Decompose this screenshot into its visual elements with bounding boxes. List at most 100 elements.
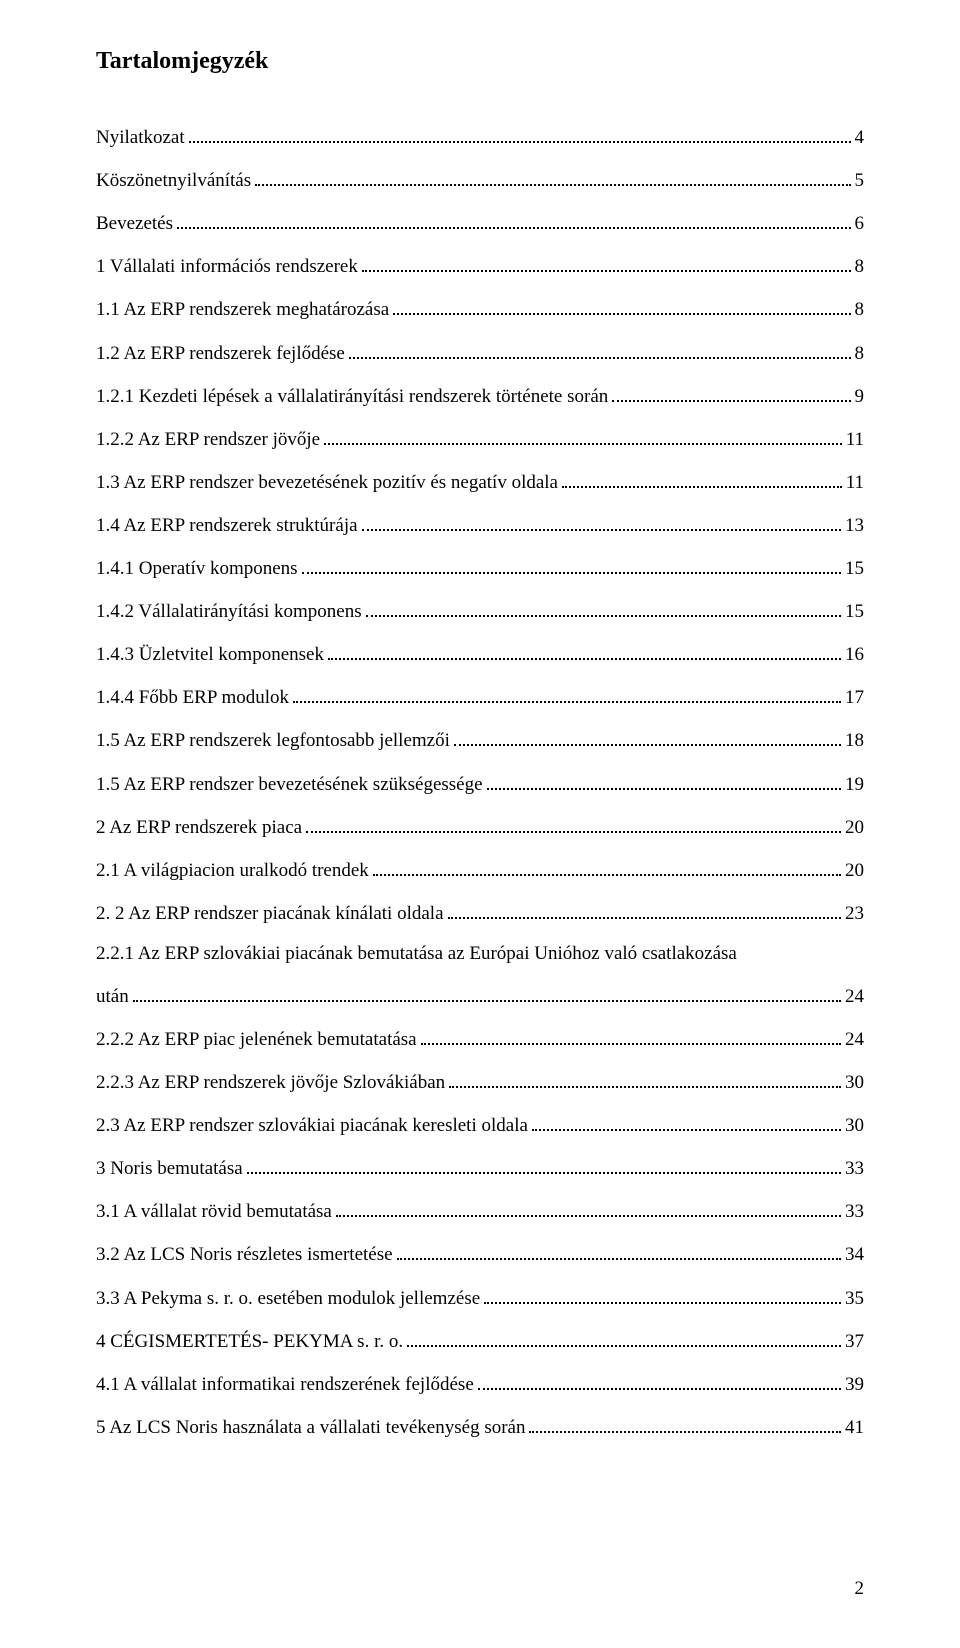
toc-entry: 3 Noris bemutatása33 xyxy=(96,1146,864,1189)
toc-entry-label: 4.1 A vállalat informatikai rendszerének… xyxy=(96,1374,474,1396)
toc-entry-page: 8 xyxy=(855,256,865,278)
toc-entry: 4 CÉGISMERTETÉS- PEKYMA s. r. o. 37 xyxy=(96,1319,864,1362)
toc-entry-page: 20 xyxy=(845,817,864,839)
toc-entry-page: 11 xyxy=(846,472,864,494)
toc-leader-dots xyxy=(293,684,841,703)
toc-entry-label: 1.4.4 Főbb ERP modulok xyxy=(96,687,289,709)
toc-entry: 1.4.2 Vállalatirányítási komponens 15 xyxy=(96,589,864,632)
toc-entry-page: 18 xyxy=(845,730,864,752)
toc-entry-label: 4 CÉGISMERTETÉS- PEKYMA s. r. o. xyxy=(96,1331,403,1353)
toc-leader-dots xyxy=(397,1241,841,1260)
toc-entry-page: 37 xyxy=(845,1331,864,1353)
toc-leader-dots xyxy=(487,770,841,789)
toc-entry-label: 5 Az LCS Noris használata a vállalati te… xyxy=(96,1417,525,1439)
toc-entry-label: 2.3 Az ERP rendszer szlovákiai piacának … xyxy=(96,1115,528,1137)
toc-entry-page: 15 xyxy=(845,601,864,623)
toc-entry: 4.1 A vállalat informatikai rendszerének… xyxy=(96,1362,864,1405)
toc-entry: 1.2 Az ERP rendszerek fejlődése 8 xyxy=(96,330,864,373)
toc-entry-label: 1.2.2 Az ERP rendszer jövője xyxy=(96,429,320,451)
toc-entry: Köszönetnyilvánítás 5 xyxy=(96,158,864,201)
toc-entry-label: 2.2.1 Az ERP szlovákiai piacának bemutat… xyxy=(96,943,737,965)
toc-entry-page: 5 xyxy=(855,170,865,192)
toc-entry: 1.4.1 Operatív komponens 15 xyxy=(96,546,864,589)
toc-leader-dots xyxy=(247,1155,841,1174)
toc-leader-dots xyxy=(306,814,841,833)
toc-leader-dots xyxy=(177,210,850,229)
toc-leader-dots xyxy=(373,857,841,876)
toc-leader-dots xyxy=(302,555,841,574)
toc-leader-dots xyxy=(324,426,842,445)
toc-entry-label: után xyxy=(96,986,129,1008)
toc-entry: 1.3 Az ERP rendszer bevezetésének pozití… xyxy=(96,460,864,503)
toc-leader-dots xyxy=(449,1069,841,1088)
toc-entry: 1.1 Az ERP rendszerek meghatározása8 xyxy=(96,287,864,330)
toc-entry: Bevezetés6 xyxy=(96,201,864,244)
toc-entry-label: 1 Vállalati információs rendszerek xyxy=(96,256,358,278)
toc-entry: 1.5 Az ERP rendszerek legfontosabb jelle… xyxy=(96,718,864,761)
toc-entry: 3.1 A vállalat rövid bemutatása33 xyxy=(96,1189,864,1232)
toc-entry-page: 24 xyxy=(845,1029,864,1051)
toc-entry-page: 11 xyxy=(846,429,864,451)
toc-leader-dots xyxy=(255,167,850,186)
document-page: Tartalomjegyzék Nyilatkozat 4 Köszönetnyil… xyxy=(0,0,960,1648)
toc-entry: 1.4.3 Üzletvitel komponensek 16 xyxy=(96,632,864,675)
toc-leader-dots xyxy=(362,253,851,272)
toc-entry-page: 17 xyxy=(845,687,864,709)
toc-entry: 3.2 Az LCS Noris részletes ismertetése 34 xyxy=(96,1232,864,1275)
toc-leader-dots xyxy=(407,1328,841,1347)
toc-entry-label: 1.5 Az ERP rendszerek legfontosabb jelle… xyxy=(96,730,450,752)
toc-leader-dots xyxy=(133,983,841,1002)
toc-leader-dots xyxy=(454,727,841,746)
toc-entry-page: 39 xyxy=(845,1374,864,1396)
toc-entry: 2.2.3 Az ERP rendszerek jövője Szlovákiá… xyxy=(96,1060,864,1103)
toc-entry-page: 9 xyxy=(855,386,865,408)
toc-leader-dots xyxy=(562,469,842,488)
toc-entry: 2 Az ERP rendszerek piaca20 xyxy=(96,805,864,848)
toc-leader-dots xyxy=(529,1414,841,1433)
toc-title: Tartalomjegyzék xyxy=(96,48,864,75)
toc-entry-label: Nyilatkozat xyxy=(96,127,185,149)
toc-entry-page: 4 xyxy=(855,127,865,149)
toc-leader-dots xyxy=(189,124,851,143)
toc-entry-label: 1.4.2 Vállalatirányítási komponens xyxy=(96,601,362,623)
toc-entry: 1 Vállalati információs rendszerek 8 xyxy=(96,244,864,287)
toc-entry-label: 1.4 Az ERP rendszerek struktúrája xyxy=(96,515,358,537)
toc-entry-page: 30 xyxy=(845,1072,864,1094)
toc-entry-page: 30 xyxy=(845,1115,864,1137)
toc-entry: 1.4.4 Főbb ERP modulok 17 xyxy=(96,675,864,718)
toc-entry-page: 34 xyxy=(845,1244,864,1266)
toc-entry-page: 19 xyxy=(845,774,864,796)
toc-entry-page: 24 xyxy=(845,986,864,1008)
toc-entry-label: 1.2.1 Kezdeti lépések a vállalatirányítá… xyxy=(96,386,608,408)
toc-entry-label: 2.2.2 Az ERP piac jelenének bemutatatása xyxy=(96,1029,417,1051)
toc-entry-label: 1.1 Az ERP rendszerek meghatározása xyxy=(96,299,389,321)
toc-entry-label: 2.2.3 Az ERP rendszerek jövője Szlovákiá… xyxy=(96,1072,445,1094)
toc-entry: 1.2.1 Kezdeti lépések a vállalatirányítá… xyxy=(96,374,864,417)
toc-entry: 1.5 Az ERP rendszer bevezetésének szüksé… xyxy=(96,761,864,804)
toc-entry: 2.3 Az ERP rendszer szlovákiai piacának … xyxy=(96,1103,864,1146)
toc-entry-page: 16 xyxy=(845,644,864,666)
toc-entry-label: 1.4.3 Üzletvitel komponensek xyxy=(96,644,324,666)
page-number: 2 xyxy=(855,1578,865,1600)
toc-entry-page: 8 xyxy=(855,343,865,365)
toc-entry-page: 13 xyxy=(845,515,864,537)
toc-leader-dots xyxy=(478,1371,841,1390)
toc-entry-label: 1.4.1 Operatív komponens xyxy=(96,558,298,580)
toc-entry: 1.2.2 Az ERP rendszer jövője 11 xyxy=(96,417,864,460)
toc-entry-label: 1.5 Az ERP rendszer bevezetésének szüksé… xyxy=(96,774,483,796)
toc-entry: 5 Az LCS Noris használata a vállalati te… xyxy=(96,1405,864,1448)
toc-entry-label: 3.3 A Pekyma s. r. o. esetében modulok j… xyxy=(96,1288,480,1310)
toc-entry: 2.2.1 Az ERP szlovákiai piacának bemutat… xyxy=(96,934,864,974)
toc-entry: 3.3 A Pekyma s. r. o. esetében modulok j… xyxy=(96,1275,864,1318)
toc-entry-page: 15 xyxy=(845,558,864,580)
toc-entry-label: 2. 2 Az ERP rendszer piacának kínálati o… xyxy=(96,903,444,925)
toc-entry-label: 1.2 Az ERP rendszerek fejlődése xyxy=(96,343,345,365)
toc-entry-page: 23 xyxy=(845,903,864,925)
toc-entry-label: Köszönetnyilvánítás xyxy=(96,170,251,192)
toc-entry-label: 3.2 Az LCS Noris részletes ismertetése xyxy=(96,1244,393,1266)
toc-entry-page: 33 xyxy=(845,1158,864,1180)
toc-entry-label: 3.1 A vállalat rövid bemutatása xyxy=(96,1201,332,1223)
toc-leader-dots xyxy=(349,339,851,358)
toc-list: Nyilatkozat 4 Köszönetnyilvánítás 5 Bevezeté… xyxy=(96,115,864,1448)
toc-entry: 2.2.2 Az ERP piac jelenének bemutatatása… xyxy=(96,1017,864,1060)
